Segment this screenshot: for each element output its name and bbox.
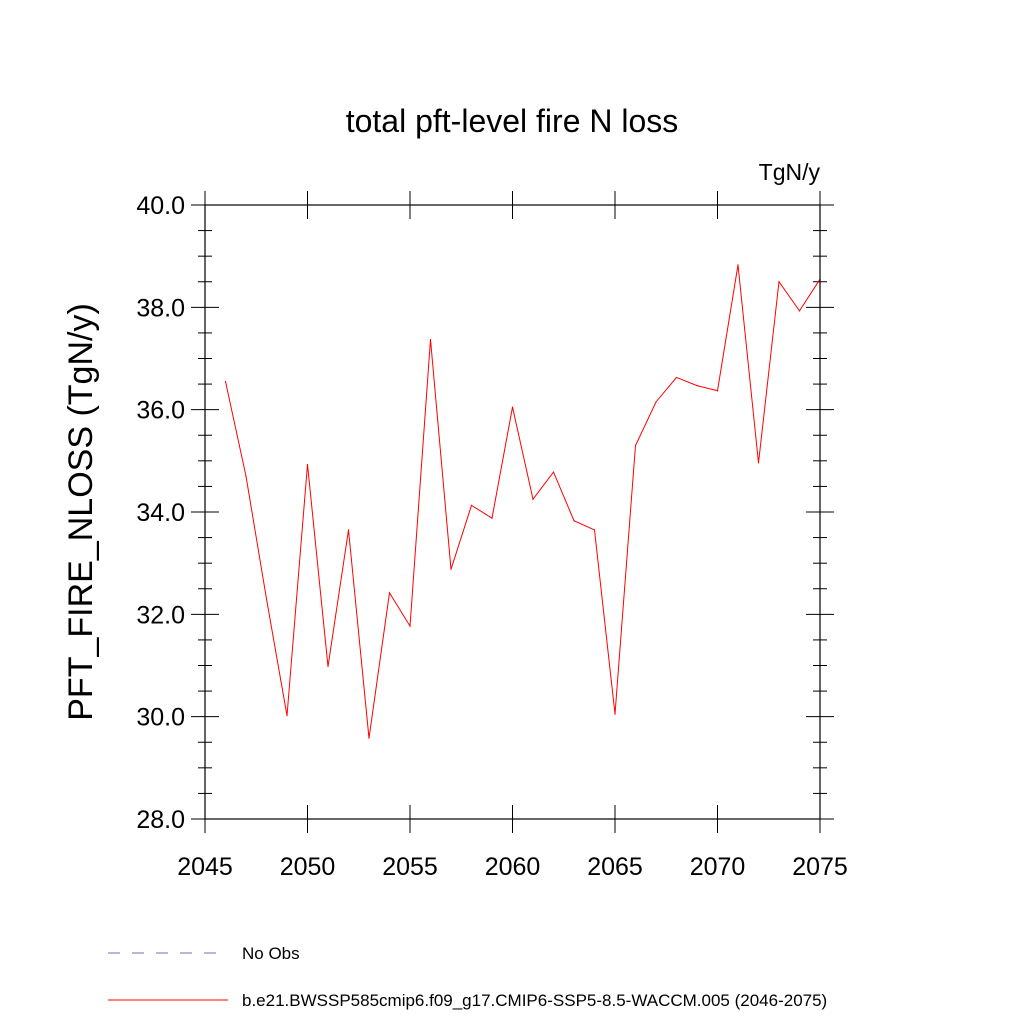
data-point [737, 264, 739, 266]
series-line [225, 264, 821, 739]
data-point [347, 529, 350, 531]
y-tick-label: 30.0 [136, 704, 185, 732]
x-tick-label: 2065 [587, 853, 643, 881]
axis-ticks [191, 191, 834, 833]
data-point [798, 310, 801, 312]
data-point [286, 715, 288, 717]
y-tick-label: 36.0 [136, 397, 185, 425]
x-tick-label: 2045 [177, 853, 233, 881]
units-label: TgN/y [759, 159, 821, 185]
y-tick-label: 28.0 [136, 806, 185, 834]
y-axis-label: PFT_FIRE_NLOSS (TgN/y) [62, 303, 100, 721]
data-point [245, 475, 247, 477]
x-tick-label: 2050 [280, 853, 336, 881]
data-point [450, 568, 452, 570]
chart-title: total pft-level fire N loss [346, 103, 679, 139]
x-tick-label: 2070 [690, 853, 746, 881]
y-tick-label: 34.0 [136, 499, 185, 527]
data-point [716, 390, 719, 392]
legend: No Obs b.e21.BWSSP585cmip6.f09_g17.CMIP6… [108, 944, 827, 1010]
data-point [327, 665, 329, 668]
data-point [778, 281, 780, 283]
x-tick-label: 2075 [792, 853, 848, 881]
data-point [306, 463, 309, 466]
data-point [614, 713, 616, 715]
data-point [593, 529, 596, 531]
data-point [388, 592, 391, 594]
data-point [696, 385, 698, 387]
data-point [491, 517, 493, 519]
plot-frame [204, 204, 821, 820]
x-tick-label: 2060 [485, 853, 541, 881]
legend-label-no-obs: No Obs [242, 944, 300, 963]
y-tick-label: 32.0 [136, 601, 185, 629]
data-point [634, 444, 637, 447]
y-tick-label: 38.0 [136, 294, 185, 322]
series-layer [224, 264, 821, 739]
data-point [429, 338, 432, 341]
data-point [757, 462, 760, 464]
data-point [224, 380, 227, 383]
data-point [470, 504, 473, 506]
legend-label-model: b.e21.BWSSP585cmip6.f09_g17.CMIP6-SSP5-8… [242, 991, 827, 1010]
data-point [552, 471, 555, 473]
data-point [409, 625, 411, 627]
data-point [511, 406, 514, 408]
data-point [265, 598, 268, 600]
data-point [655, 401, 657, 403]
data-point [675, 376, 678, 379]
tick-labels: 28.0 30.0 32.0 34.0 36.0 38.0 40.0 2045 2050 2055… [136, 192, 847, 881]
data-point [532, 498, 534, 500]
y-tick-label: 40.0 [136, 192, 185, 220]
data-point [573, 520, 575, 522]
data-point [368, 737, 370, 739]
x-tick-label: 2055 [382, 853, 438, 881]
